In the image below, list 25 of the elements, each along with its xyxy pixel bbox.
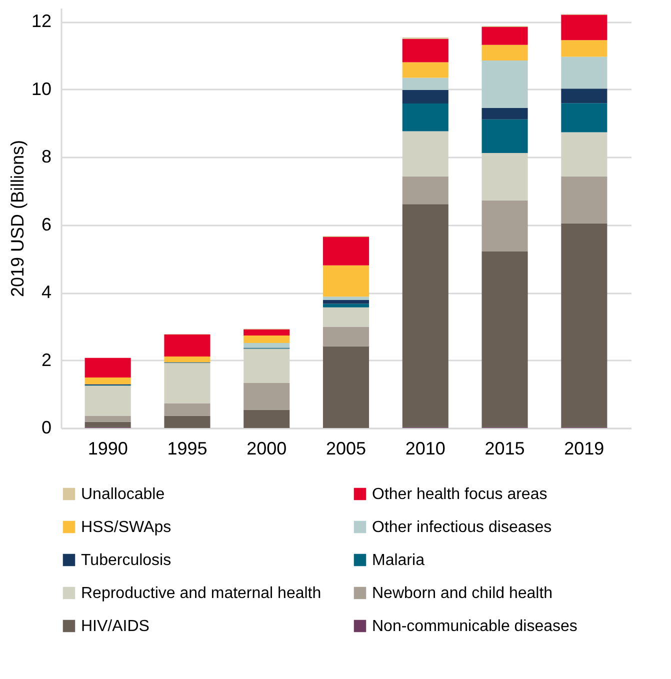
- y-tick-label: 10: [31, 78, 52, 99]
- y-tick-label: 12: [31, 11, 52, 32]
- y-tick-label: 0: [41, 418, 52, 438]
- x-tick-label: 1995: [167, 438, 208, 458]
- legend-label: Non-communicable diseases: [372, 618, 578, 635]
- y-tick-label: 2: [41, 350, 52, 370]
- x-tick-label: 1990: [88, 438, 128, 458]
- legend-label: Reproductive and maternal health: [81, 585, 322, 602]
- x-tick-label: 2000: [246, 438, 287, 458]
- y-axis-title: 2019 USD (Billions): [7, 140, 28, 298]
- x-tick-label: 2005: [326, 438, 366, 458]
- legend-label: Tuberculosis: [81, 552, 172, 569]
- x-tick-label: 2019: [564, 438, 604, 458]
- legend-label: HIV/AIDS: [81, 618, 150, 635]
- legend-label: Malaria: [372, 552, 425, 569]
- legend-label: Unallocable: [81, 486, 165, 503]
- legend-label: Other health focus areas: [372, 486, 548, 503]
- y-tick-label: 4: [41, 282, 52, 302]
- y-tick-label: 8: [41, 146, 52, 167]
- x-tick-label: 2015: [484, 438, 525, 458]
- y-tick-label: 6: [41, 214, 52, 234]
- legend-label: HSS/SWAps: [81, 519, 172, 536]
- legend-label: Newborn and child health: [372, 585, 553, 602]
- x-tick-label: 2010: [405, 438, 446, 458]
- legend-label: Other infectious diseases: [372, 519, 552, 536]
